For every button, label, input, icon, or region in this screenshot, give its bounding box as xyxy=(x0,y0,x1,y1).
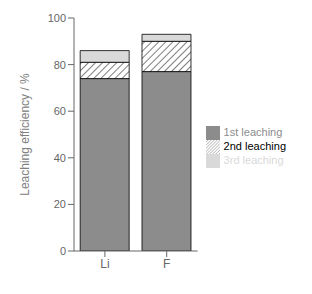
svg-text:0: 0 xyxy=(60,245,66,257)
svg-text:Leaching efficiency / %: Leaching efficiency / % xyxy=(18,73,32,196)
html-text:1st leaching: 1st leaching xyxy=(223,125,283,138)
svg-text:20: 20 xyxy=(54,198,66,210)
svg-text:100: 100 xyxy=(48,12,66,24)
svg-text:80: 80 xyxy=(54,59,66,71)
html-text:2nd leaching: 2nd leaching xyxy=(223,140,286,152)
html-text:3rd leaching: 3rd leaching xyxy=(223,154,284,166)
svg-text:40: 40 xyxy=(54,152,66,164)
svg-text:60: 60 xyxy=(54,105,66,117)
svg-text:Li: Li xyxy=(100,257,109,271)
svg-text:F: F xyxy=(163,257,170,271)
